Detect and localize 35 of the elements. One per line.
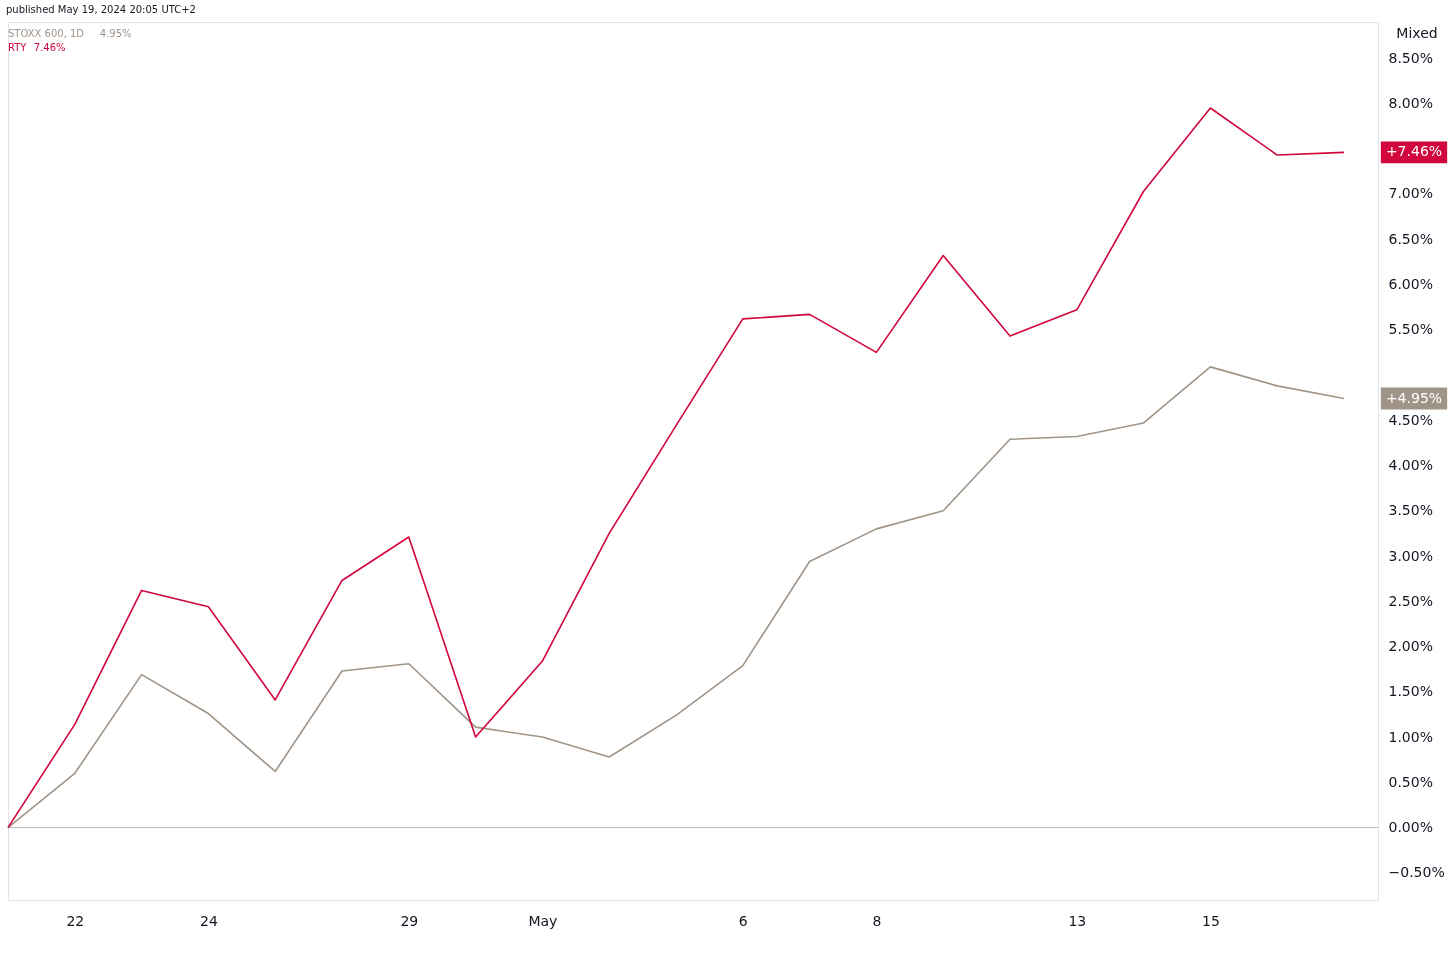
y-tick-label: 7.00% [1388,185,1433,202]
y-tick-label: −0.50% [1388,864,1445,881]
annotation: 7.46% [33,42,66,53]
text: Mixed [1396,25,1438,41]
text: +7.46% [1385,143,1443,160]
y-tick-label: 1.50% [1388,683,1433,700]
line-series [7,366,1345,829]
text: +4.95% [1385,389,1443,406]
y-tick-label: 8.50% [1388,49,1433,66]
text: STOXX 600, 1D [8,28,85,39]
y-tick-label: 3.50% [1388,502,1433,519]
x-tick-label: 24 [199,912,218,929]
line-series [7,107,1345,829]
y-tick-label: 6.00% [1388,275,1433,292]
x-tick-label: May [528,912,558,929]
x-tick-label: 15 [1201,912,1220,929]
x-tick-label: 8 [872,912,882,929]
y-tick-label: 0.00% [1388,819,1433,836]
x-tick-label: 6 [738,912,748,929]
y-tick-label: 4.00% [1388,457,1433,474]
chart-subtitle: published May 19, 2024 20:05 UTC+2 [6,4,196,15]
y-tick-label: 2.50% [1388,592,1433,609]
y-tick-label: 5.50% [1388,321,1433,338]
y-tick-label: 3.00% [1388,547,1433,564]
y-tick-label: 8.00% [1388,94,1433,111]
y-tick-label: 2.00% [1388,638,1433,655]
x-tick-label: 22 [66,912,85,929]
y-tick-label: 4.50% [1388,411,1433,428]
annotation: 4.95% [99,28,132,39]
y-tick-label: 0.50% [1388,773,1433,790]
y-tick-label: 1.00% [1388,728,1433,745]
text: RTY [8,42,28,53]
x-tick-label: 29 [400,912,419,929]
y-tick-label: 6.50% [1388,230,1433,247]
x-tick-label: 13 [1068,912,1087,929]
